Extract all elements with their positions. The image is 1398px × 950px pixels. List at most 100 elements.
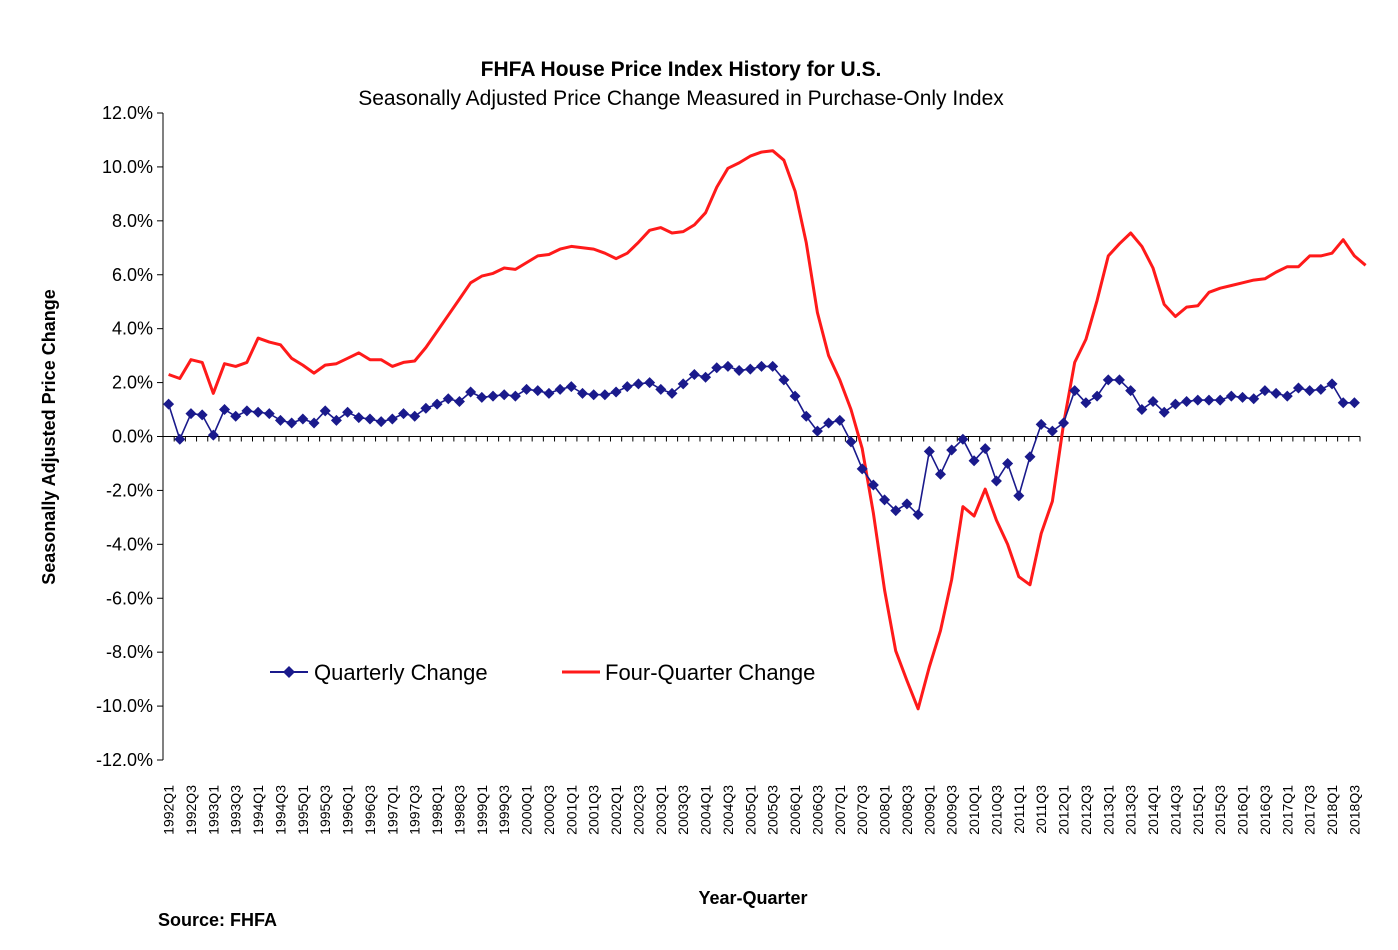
x-tick-label: 2002Q3	[630, 785, 646, 835]
x-tick-label: 2003Q3	[675, 785, 691, 835]
data-point-quarterly	[1002, 457, 1014, 469]
data-point-quarterly	[811, 425, 823, 437]
data-point-quarterly	[1058, 417, 1070, 429]
x-tick-label: 2017Q3	[1302, 785, 1318, 835]
data-point-quarterly	[163, 398, 175, 410]
data-point-quarterly	[1169, 398, 1181, 410]
data-point-quarterly	[219, 404, 231, 416]
data-point-quarterly	[901, 498, 913, 510]
data-point-quarterly	[274, 414, 286, 426]
data-point-quarterly	[700, 371, 712, 383]
data-point-quarterly	[1125, 385, 1137, 397]
legend-item-four-quarter: Four-Quarter Change	[562, 660, 815, 685]
data-point-quarterly	[767, 360, 779, 372]
data-point-quarterly	[308, 417, 320, 429]
x-axis-title: Year-Quarter	[698, 888, 807, 908]
data-point-quarterly	[442, 393, 454, 405]
data-point-quarterly	[509, 390, 521, 402]
x-tick-label: 2012Q1	[1056, 785, 1072, 835]
data-point-quarterly	[722, 360, 734, 372]
x-tick-label: 1992Q1	[161, 785, 177, 835]
x-tick-label: 1995Q1	[295, 785, 311, 835]
x-tick-label: 1997Q1	[384, 785, 400, 835]
y-tick-label: 2.0%	[112, 373, 153, 393]
data-point-quarterly	[1147, 395, 1159, 407]
data-point-quarterly	[230, 410, 242, 422]
x-tick-label: 2003Q1	[653, 785, 669, 835]
data-point-quarterly	[1158, 406, 1170, 418]
x-tick-label: 2006Q1	[787, 785, 803, 835]
data-point-quarterly	[968, 455, 980, 467]
data-point-quarterly	[577, 387, 589, 399]
data-point-quarterly	[1225, 390, 1237, 402]
data-point-quarterly	[1214, 394, 1226, 406]
data-point-quarterly	[610, 386, 622, 398]
x-tick-label: 1994Q1	[250, 785, 266, 835]
data-point-quarterly	[677, 378, 689, 390]
y-tick-label: -10.0%	[96, 696, 153, 716]
data-point-quarterly	[879, 494, 891, 506]
x-tick-label: 1998Q1	[429, 785, 445, 835]
data-point-quarterly	[856, 463, 868, 475]
data-point-quarterly	[1237, 391, 1249, 403]
x-tick-label: 2013Q3	[1123, 785, 1139, 835]
x-tick-label: 2001Q3	[586, 785, 602, 835]
data-point-quarterly	[1024, 451, 1036, 463]
x-tick-label: 1996Q3	[362, 785, 378, 835]
x-tick-label: 2008Q1	[877, 785, 893, 835]
data-point-quarterly	[174, 433, 186, 445]
data-point-quarterly	[644, 377, 656, 389]
x-tick-label: 2008Q3	[899, 785, 915, 835]
y-tick-label: -4.0%	[106, 534, 153, 554]
data-point-quarterly	[409, 410, 421, 422]
x-tick-label: 1995Q3	[317, 785, 333, 835]
data-point-quarterly	[185, 408, 197, 420]
x-tick-label: 2018Q3	[1346, 785, 1362, 835]
data-point-quarterly	[1136, 404, 1148, 416]
data-point-quarterly	[823, 417, 835, 429]
x-tick-label: 2009Q3	[944, 785, 960, 835]
data-point-quarterly	[1046, 425, 1058, 437]
x-tick-label: 2015Q1	[1190, 785, 1206, 835]
x-tick-label: 2017Q1	[1279, 785, 1295, 835]
data-point-quarterly	[554, 383, 566, 395]
y-tick-label: -8.0%	[106, 642, 153, 662]
data-point-quarterly	[532, 385, 544, 397]
data-point-quarterly	[196, 409, 208, 421]
data-point-quarterly	[565, 381, 577, 393]
data-point-quarterly	[588, 389, 600, 401]
data-point-quarterly	[1315, 383, 1327, 395]
data-point-quarterly	[521, 383, 533, 395]
data-point-quarterly	[431, 398, 443, 410]
data-point-quarterly	[398, 408, 410, 420]
data-point-quarterly	[386, 413, 398, 425]
data-point-quarterly	[1069, 385, 1081, 397]
data-point-quarterly	[923, 445, 935, 457]
y-tick-label: -12.0%	[96, 750, 153, 770]
data-point-quarterly	[778, 374, 790, 386]
x-tick-label: 2015Q3	[1212, 785, 1228, 835]
x-tick-label: 2000Q1	[519, 785, 535, 835]
data-point-quarterly	[1113, 374, 1125, 386]
data-point-quarterly	[453, 395, 465, 407]
data-point-quarterly	[655, 383, 667, 395]
x-tick-label: 1999Q1	[474, 785, 490, 835]
x-tick-label: 2014Q1	[1145, 785, 1161, 835]
y-tick-label: 4.0%	[112, 319, 153, 339]
series-quarterly-change	[163, 360, 1360, 521]
data-point-quarterly	[241, 405, 253, 417]
data-point-quarterly	[1304, 385, 1316, 397]
data-point-quarterly	[353, 412, 365, 424]
data-point-quarterly	[1348, 397, 1360, 409]
x-axis-ticks: 1992Q1 1992Q3 1993Q1 1993Q3 1994Q1 1994Q3 1995…	[161, 785, 1363, 835]
data-point-quarterly	[744, 363, 756, 375]
data-point-quarterly	[912, 509, 924, 521]
x-tick-label: 2009Q1	[921, 785, 937, 835]
data-point-quarterly	[890, 505, 902, 517]
legend-swatch-quarterly-marker	[283, 666, 295, 678]
x-tick-label: 2005Q1	[742, 785, 758, 835]
data-point-quarterly	[498, 389, 510, 401]
y-tick-label: 8.0%	[112, 211, 153, 231]
y-axis-ticks: 12.0% 10.0% 8.0% 6.0% 4.0% 2.0% 0.0% -2.0% -4.0%…	[96, 103, 163, 770]
